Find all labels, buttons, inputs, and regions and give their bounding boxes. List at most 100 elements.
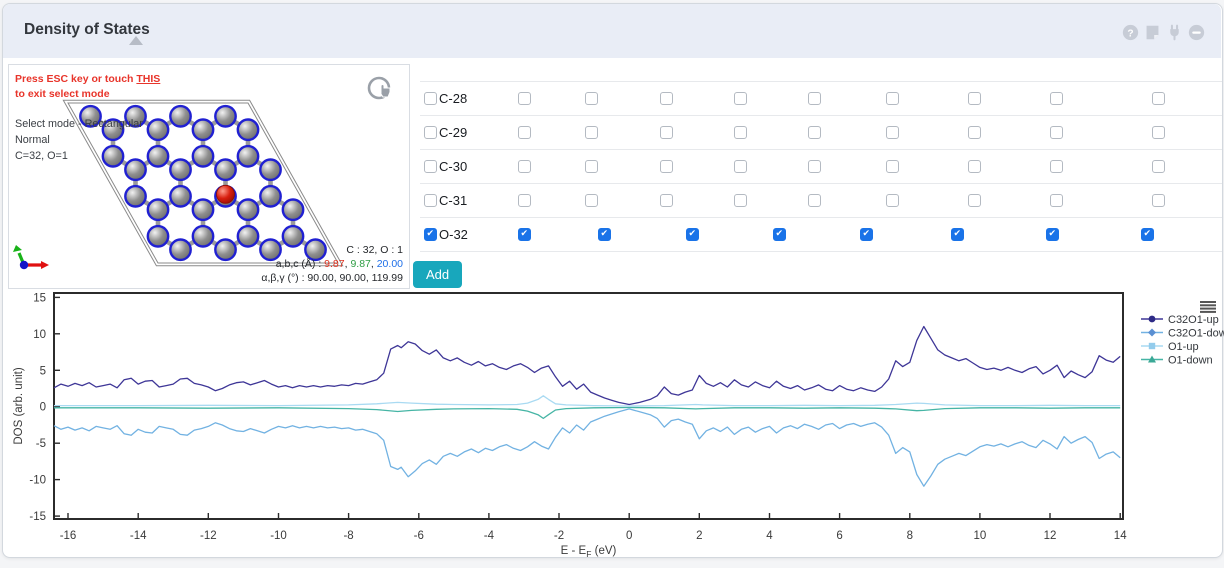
orbital-checkbox[interactable]: [968, 194, 981, 207]
molecule-canvas[interactable]: [9, 65, 409, 288]
axis-b-arrowhead: [13, 245, 22, 252]
orbital-checkbox[interactable]: [734, 160, 747, 173]
carbon-atom[interactable]: [191, 144, 215, 168]
orbital-checkbox[interactable]: [585, 126, 598, 139]
legend-item-O1-down[interactable]: O1-down: [1141, 354, 1213, 366]
carbon-atom[interactable]: [281, 198, 305, 222]
orbital-checkbox[interactable]: [585, 160, 598, 173]
carbon-atom[interactable]: [236, 198, 260, 222]
chart-menu-icon[interactable]: [1200, 301, 1216, 313]
atom-row-checkbox[interactable]: [424, 160, 437, 173]
carbon-atom[interactable]: [191, 118, 215, 142]
carbon-atom[interactable]: [169, 184, 192, 208]
orbital-checkbox[interactable]: [734, 92, 747, 105]
orbital-checkbox[interactable]: [968, 92, 981, 105]
carbon-atom[interactable]: [191, 198, 215, 222]
structure-viewer[interactable]: Press ESC key or touch THIS to exit sele…: [8, 64, 410, 289]
carbon-atom[interactable]: [146, 224, 170, 248]
touch-rotate-icon[interactable]: [367, 76, 393, 102]
orbital-checkbox[interactable]: [886, 92, 899, 105]
carbon-atom[interactable]: [79, 104, 102, 128]
atom-row-checkbox[interactable]: [424, 194, 437, 207]
orbital-checkbox[interactable]: [1050, 92, 1063, 105]
orbital-checkbox[interactable]: [518, 160, 531, 173]
carbon-atom[interactable]: [214, 158, 237, 182]
carbon-atom[interactable]: [146, 144, 170, 168]
carbon-atom[interactable]: [169, 238, 192, 262]
orbital-checkbox[interactable]: [660, 92, 673, 105]
legend-marker-diamond: [1148, 328, 1156, 337]
series-line-C32O1-down: [53, 408, 1121, 487]
orbital-checkbox[interactable]: [808, 160, 821, 173]
minus-circle-icon[interactable]: [1188, 24, 1205, 41]
carbon-atom[interactable]: [101, 144, 125, 168]
carbon-atom[interactable]: [236, 144, 260, 168]
carbon-atom[interactable]: [146, 198, 170, 222]
exit-select-link[interactable]: THIS: [136, 73, 161, 85]
legend-item-O1-up[interactable]: O1-up: [1141, 341, 1199, 353]
carbon-atom[interactable]: [214, 238, 237, 262]
add-button[interactable]: Add: [413, 261, 463, 288]
orbital-checkbox[interactable]: [518, 194, 531, 207]
legend-item-C32O1-up[interactable]: C32O1-up: [1141, 314, 1219, 326]
orbital-checkbox[interactable]: [660, 126, 673, 139]
orbital-checkbox[interactable]: [773, 228, 786, 241]
collapse-arrow-icon[interactable]: [129, 36, 143, 45]
orbital-checkbox[interactable]: [886, 160, 899, 173]
carbon-atom[interactable]: [214, 104, 237, 128]
note-icon[interactable]: [1144, 24, 1161, 41]
orbital-checkbox[interactable]: [660, 160, 673, 173]
carbon-atom[interactable]: [169, 158, 192, 182]
carbon-atom[interactable]: [236, 224, 260, 248]
atom-row-checkbox[interactable]: [424, 228, 437, 241]
carbon-atom[interactable]: [236, 118, 260, 142]
orbital-checkbox[interactable]: [1152, 160, 1165, 173]
orbital-checkbox[interactable]: [1141, 228, 1154, 241]
legend-item-C32O1-down[interactable]: C32O1-down: [1141, 327, 1224, 339]
orbital-checkbox[interactable]: [1152, 92, 1165, 105]
carbon-atom[interactable]: [304, 238, 327, 262]
orbital-checkbox[interactable]: [1050, 194, 1063, 207]
carbon-atom[interactable]: [259, 158, 282, 182]
orbital-checkbox[interactable]: [1050, 126, 1063, 139]
orbital-checkbox[interactable]: [518, 228, 531, 241]
help-icon[interactable]: ?: [1122, 24, 1139, 41]
orbital-checkbox[interactable]: [660, 194, 673, 207]
orbital-checkbox[interactable]: [968, 160, 981, 173]
carbon-atom[interactable]: [281, 224, 305, 248]
composition-label: C : 32, O : 1: [346, 244, 403, 256]
orbital-checkbox[interactable]: [968, 126, 981, 139]
orbital-checkbox[interactable]: [951, 228, 964, 241]
carbon-atom[interactable]: [124, 184, 147, 208]
orbital-checkbox[interactable]: [1046, 228, 1059, 241]
orbital-checkbox[interactable]: [808, 194, 821, 207]
orbital-checkbox[interactable]: [1152, 194, 1165, 207]
carbon-atom[interactable]: [124, 104, 147, 128]
atom-row-checkbox[interactable]: [424, 126, 437, 139]
carbon-atom[interactable]: [146, 118, 170, 142]
orbital-checkbox[interactable]: [734, 126, 747, 139]
orbital-checkbox[interactable]: [585, 194, 598, 207]
atom-row-checkbox[interactable]: [424, 92, 437, 105]
orbital-checkbox[interactable]: [734, 194, 747, 207]
orbital-checkbox[interactable]: [860, 228, 873, 241]
carbon-atom[interactable]: [169, 104, 192, 128]
carbon-atom[interactable]: [259, 238, 282, 262]
carbon-atom[interactable]: [191, 224, 215, 248]
carbon-atom[interactable]: [259, 184, 282, 208]
oxygen-atom[interactable]: [216, 184, 235, 204]
carbon-atom[interactable]: [101, 118, 125, 142]
plug-icon[interactable]: [1166, 24, 1183, 41]
orbital-checkbox[interactable]: [808, 92, 821, 105]
orbital-checkbox[interactable]: [886, 126, 899, 139]
orbital-checkbox[interactable]: [1050, 160, 1063, 173]
orbital-checkbox[interactable]: [518, 126, 531, 139]
orbital-checkbox[interactable]: [518, 92, 531, 105]
orbital-checkbox[interactable]: [1152, 126, 1165, 139]
orbital-checkbox[interactable]: [808, 126, 821, 139]
orbital-checkbox[interactable]: [886, 194, 899, 207]
orbital-checkbox[interactable]: [598, 228, 611, 241]
orbital-checkbox[interactable]: [686, 228, 699, 241]
orbital-checkbox[interactable]: [585, 92, 598, 105]
carbon-atom[interactable]: [124, 158, 147, 182]
